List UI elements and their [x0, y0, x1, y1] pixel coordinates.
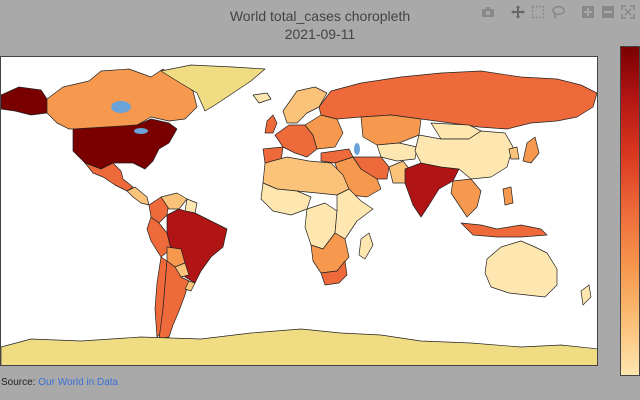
- region-alaska[interactable]: [1, 86, 48, 116]
- region-kazakhstan[interactable]: [360, 114, 422, 146]
- region-mexico[interactable]: [84, 162, 134, 192]
- region-argentina[interactable]: [158, 260, 190, 340]
- map-area[interactable]: [0, 56, 598, 366]
- region-new-zealand[interactable]: [580, 284, 592, 306]
- world-map[interactable]: [1, 57, 598, 366]
- great-lakes: [134, 128, 148, 134]
- region-korea[interactable]: [508, 146, 520, 160]
- title-line-2: 2021-09-11: [284, 26, 356, 42]
- title-line-1: World total_cases choropleth: [229, 8, 411, 24]
- region-greenland[interactable]: [160, 64, 266, 112]
- source-link[interactable]: Our World in Data: [38, 377, 119, 388]
- camera-icon[interactable]: [480, 4, 496, 20]
- box-select-icon[interactable]: [530, 4, 546, 20]
- region-venezuela[interactable]: [160, 192, 188, 210]
- region-canada[interactable]: [46, 68, 198, 130]
- region-peru[interactable]: [146, 216, 172, 258]
- region-southern-africa[interactable]: [310, 232, 350, 274]
- region-uk[interactable]: [264, 114, 278, 134]
- region-japan[interactable]: [522, 136, 540, 164]
- region-antarctica[interactable]: [1, 328, 598, 366]
- source-note: Source: Our World in Data: [1, 377, 118, 388]
- colorbar: [620, 46, 640, 376]
- region-australia[interactable]: [484, 240, 558, 298]
- region-philippines[interactable]: [502, 186, 514, 206]
- region-iceland[interactable]: [252, 92, 272, 104]
- zoom-out-icon[interactable]: [600, 4, 616, 20]
- region-guianas[interactable]: [184, 198, 198, 214]
- region-central-asia[interactable]: [376, 142, 418, 162]
- autoscale-icon[interactable]: [620, 4, 636, 20]
- lasso-icon[interactable]: [550, 4, 566, 20]
- zoom-in-icon[interactable]: [580, 4, 596, 20]
- region-russia[interactable]: [318, 70, 597, 130]
- region-southeast-asia[interactable]: [450, 178, 482, 218]
- pan-icon[interactable]: [510, 4, 526, 20]
- region-indonesia[interactable]: [460, 222, 548, 238]
- region-south-africa[interactable]: [320, 260, 348, 286]
- region-india[interactable]: [404, 162, 460, 218]
- source-label: Source:: [1, 377, 36, 388]
- chart-title: World total_cases choropleth 2021-09-11: [180, 7, 460, 43]
- region-madagascar[interactable]: [358, 232, 374, 260]
- caspian-sea: [354, 143, 360, 155]
- region-iran[interactable]: [352, 156, 390, 180]
- region-east-africa[interactable]: [334, 188, 374, 240]
- region-uruguay[interactable]: [184, 280, 196, 292]
- region-central-america[interactable]: [126, 186, 150, 206]
- region-china[interactable]: [414, 130, 514, 180]
- hudson-bay: [111, 101, 131, 113]
- modebar: [480, 4, 640, 20]
